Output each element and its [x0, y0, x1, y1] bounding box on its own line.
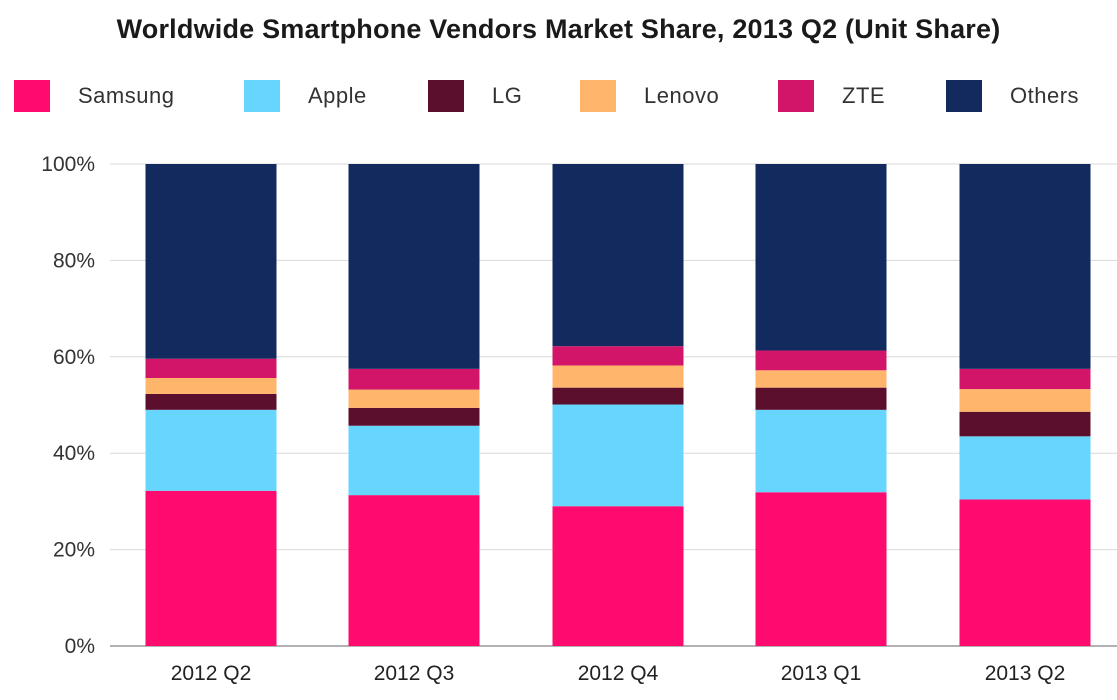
- bar-lg-2013-q2: [959, 411, 1091, 437]
- x-category-label: 2013 Q1: [781, 662, 862, 685]
- legend-swatch-lg: [428, 80, 464, 112]
- legend-label-lg: LG: [492, 83, 523, 108]
- legend-item-lenovo: Lenovo: [580, 78, 719, 114]
- bar-others-2013-q1: [755, 164, 887, 351]
- bar-lenovo-2012-q3: [348, 389, 480, 408]
- bar-zte-2013-q2: [959, 368, 1091, 390]
- x-category-label: 2012 Q2: [171, 662, 252, 685]
- legend-swatch-zte: [778, 80, 814, 112]
- legend-label-samsung: Samsung: [78, 83, 175, 108]
- bar-lenovo-2012-q4: [552, 365, 684, 388]
- bar-samsung-2013-q1: [755, 492, 887, 646]
- bar-apple-2013-q2: [959, 436, 1091, 500]
- bar-apple-2012-q3: [348, 425, 480, 496]
- bar-samsung-2013-q2: [959, 499, 1091, 646]
- legend-label-apple: Apple: [308, 83, 367, 108]
- bar-lg-2012-q4: [552, 387, 684, 405]
- bar-samsung-2012-q4: [552, 506, 684, 646]
- legend-label-zte: ZTE: [842, 83, 886, 108]
- legend-swatch-apple: [244, 80, 280, 112]
- bar-lg-2012-q3: [348, 407, 480, 426]
- x-category-label: 2012 Q3: [374, 662, 455, 685]
- bar-apple-2012-q2: [145, 409, 277, 491]
- bar-lg-2012-q2: [145, 393, 277, 410]
- legend-item-apple: Apple: [244, 78, 367, 114]
- x-category-label: 2013 Q2: [985, 662, 1066, 685]
- bar-zte-2013-q1: [755, 350, 887, 371]
- chart-legend: Samsung Apple LG Lenovo ZTE Others: [0, 78, 1117, 118]
- x-category-label: 2012 Q4: [578, 662, 659, 685]
- bar-others-2013-q2: [959, 164, 1091, 369]
- bar-apple-2012-q4: [552, 404, 684, 507]
- legend-item-zte: ZTE: [778, 78, 885, 114]
- bar-lenovo-2013-q2: [959, 389, 1091, 412]
- bar-others-2012-q3: [348, 164, 480, 369]
- bar-samsung-2012-q3: [348, 495, 480, 646]
- legend-label-lenovo: Lenovo: [644, 83, 720, 108]
- bar-zte-2012-q4: [552, 346, 684, 366]
- legend-swatch-samsung: [14, 80, 50, 112]
- bar-apple-2013-q1: [755, 409, 887, 493]
- bar-samsung-2012-q2: [145, 490, 277, 646]
- chart-title: Worldwide Smartphone Vendors Market Shar…: [116, 14, 1001, 44]
- legend-item-lg: LG: [428, 78, 522, 114]
- legend-swatch-others: [946, 80, 982, 112]
- y-tick-label: 40%: [53, 442, 95, 465]
- bar-others-2012-q4: [552, 164, 684, 347]
- y-tick-label: 80%: [53, 249, 95, 272]
- legend-item-others: Others: [946, 78, 1079, 114]
- bar-zte-2012-q2: [145, 358, 277, 379]
- bar-others-2012-q2: [145, 164, 277, 359]
- bar-lg-2013-q1: [755, 387, 887, 410]
- bar-lenovo-2013-q1: [755, 370, 887, 388]
- bar-zte-2012-q3: [348, 368, 480, 390]
- y-tick-label: 0%: [65, 635, 95, 658]
- legend-label-others: Others: [1010, 83, 1080, 108]
- bar-lenovo-2012-q2: [145, 378, 277, 394]
- y-tick-label: 100%: [41, 153, 95, 176]
- y-tick-label: 20%: [53, 539, 95, 562]
- legend-item-samsung: Samsung: [14, 78, 174, 114]
- y-tick-label: 60%: [53, 346, 95, 369]
- legend-swatch-lenovo: [580, 80, 616, 112]
